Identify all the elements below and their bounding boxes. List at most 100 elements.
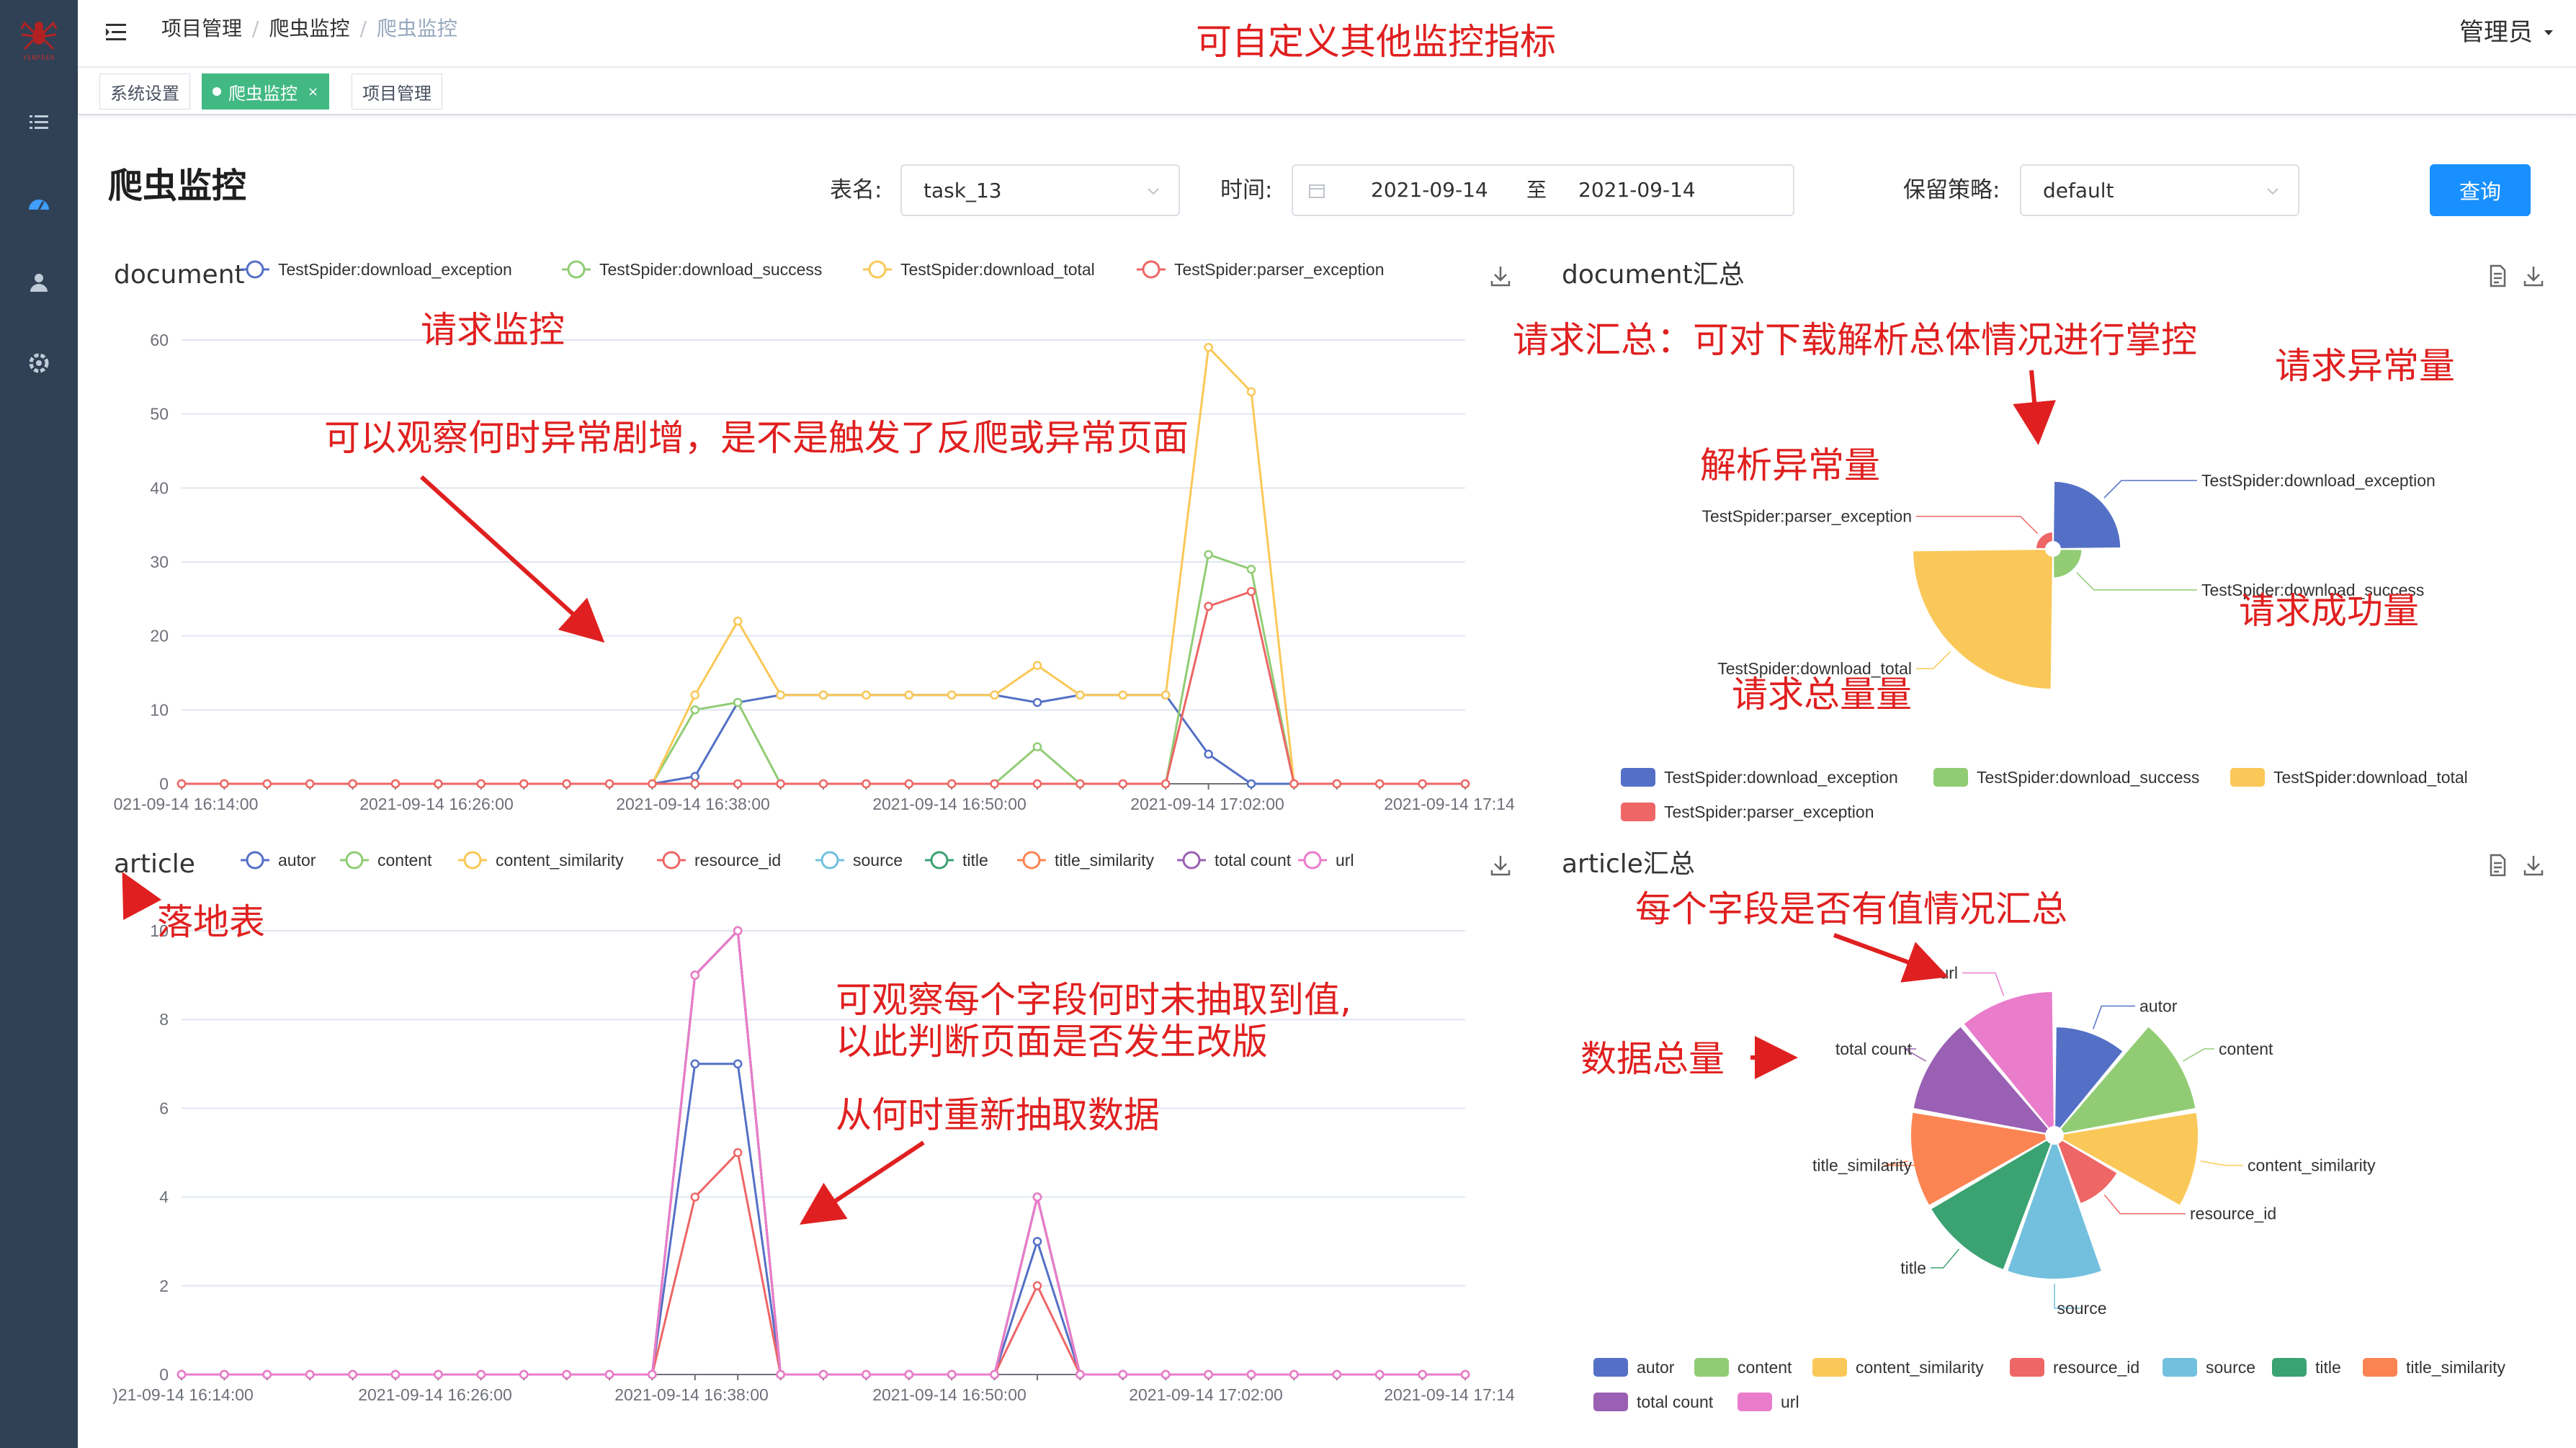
legend-item[interactable]: TestSpider:download_success	[1933, 768, 2199, 787]
legend-item[interactable]: autor	[241, 851, 316, 870]
tag-system-settings[interactable]: 系统设置	[99, 73, 190, 110]
data-point	[776, 779, 785, 789]
tag-crawler-monitor[interactable]: 爬虫监控 ×	[202, 73, 330, 110]
rose-slice[interactable]	[2059, 1025, 2197, 1135]
data-point	[1204, 1369, 1213, 1380]
legend-item[interactable]: source	[815, 851, 903, 870]
legend-item[interactable]: total count	[1177, 851, 1292, 870]
query-button[interactable]: 查询	[2430, 164, 2531, 216]
y-tick-label: 30	[150, 553, 169, 571]
rose-slice[interactable]	[1912, 548, 2054, 690]
data-point	[1160, 1369, 1171, 1380]
download-icon[interactable]	[1488, 853, 1513, 877]
close-icon[interactable]: ×	[308, 84, 319, 99]
legend-item[interactable]: total count	[1593, 1393, 1714, 1411]
rose-slice[interactable]	[2005, 1143, 2103, 1280]
rose-slice[interactable]	[2057, 1139, 2119, 1205]
legend-label: content	[377, 851, 432, 870]
data-point	[519, 1369, 529, 1380]
user-dropdown[interactable]: 管理员	[2459, 16, 2554, 49]
data-point	[519, 779, 529, 789]
time-label: 时间:	[1220, 177, 1273, 203]
download-icon[interactable]	[2521, 264, 2546, 288]
rose-slice[interactable]	[2034, 530, 2054, 550]
rose-slice[interactable]	[2052, 480, 2122, 550]
legend-item[interactable]: url	[1298, 851, 1354, 870]
legend-item[interactable]: TestSpider:parser_exception	[1621, 803, 1874, 821]
legend-label: total count	[1215, 851, 1292, 870]
label-leader	[1884, 1161, 1916, 1166]
tag-project-management[interactable]: 项目管理	[352, 73, 442, 110]
data-point	[1075, 779, 1085, 789]
date-range-picker[interactable]: 2021-09-14 至 2021-09-14	[1292, 164, 1794, 216]
table-name-label: 表名:	[830, 177, 882, 203]
rose-slice[interactable]	[1930, 1139, 2052, 1272]
legend-item[interactable]: TestSpider:download_success	[562, 260, 822, 279]
data-point	[733, 926, 743, 936]
legend-item[interactable]: resource_id	[2010, 1358, 2139, 1377]
rose-slice[interactable]	[2052, 548, 2083, 579]
breadcrumb-item[interactable]: 项目管理	[161, 17, 243, 40]
data-view-icon[interactable]	[2485, 853, 2510, 877]
dashboard-icon[interactable]	[17, 182, 61, 225]
rose-slice[interactable]	[2061, 1111, 2199, 1207]
rose-slice[interactable]	[1910, 1111, 2048, 1207]
date-end[interactable]: 2021-09-14	[1578, 178, 1696, 202]
legend-item[interactable]: TestSpider:parser_exception	[1137, 260, 1385, 279]
retention-policy-select[interactable]: default	[2020, 164, 2299, 216]
legend-item[interactable]: title_similarity	[1017, 851, 1155, 870]
x-tick-label: 2021-09-14 16:38:00	[614, 1385, 769, 1404]
legend-item[interactable]: TestSpider:download_total	[863, 260, 1095, 279]
legend-item[interactable]: autor	[1593, 1358, 1675, 1377]
data-point	[776, 1369, 785, 1380]
legend-item[interactable]: title_similarity	[2363, 1358, 2506, 1377]
breadcrumb-item[interactable]: 爬虫监控	[269, 17, 350, 40]
data-point	[476, 779, 486, 789]
series-line	[182, 1063, 1465, 1376]
legend-item[interactable]: source	[2163, 1358, 2255, 1377]
legend-item[interactable]: content_similarity	[458, 851, 624, 870]
rose-slice[interactable]	[2054, 1026, 2124, 1130]
legend-item[interactable]: url	[1738, 1393, 1799, 1411]
download-icon[interactable]	[2521, 853, 2546, 877]
annotation-anomaly-spike: 可以观察何时异常剧增，是不是触发了反爬或异常页面	[324, 417, 1189, 459]
data-point	[990, 1369, 999, 1380]
legend-item[interactable]: title	[925, 851, 988, 870]
legend-label: url	[1336, 851, 1354, 870]
data-point	[1032, 1236, 1042, 1246]
rose-slice[interactable]	[1912, 1025, 2050, 1135]
slice-label: title_similarity	[1812, 1156, 1913, 1175]
data-point	[1418, 1369, 1427, 1380]
legend-item[interactable]: content	[1694, 1358, 1792, 1377]
legend-item[interactable]: TestSpider:download_total	[2230, 768, 2468, 787]
legend-item[interactable]: title	[2272, 1358, 2341, 1377]
annotation-request-total: 请求总量量	[1732, 674, 1912, 715]
menu-list-icon[interactable]	[17, 101, 61, 144]
download-icon[interactable]	[1488, 264, 1513, 288]
user-icon[interactable]	[17, 261, 61, 304]
legend-item[interactable]: resource_id	[657, 851, 781, 870]
navbar: 项目管理 / 爬虫监控 / 爬虫监控 可自定义其他监控指标 管理员	[78, 0, 2576, 68]
legend-item[interactable]: TestSpider:download_exception	[241, 260, 512, 279]
date-separator: 至	[1526, 178, 1547, 202]
legend-item[interactable]: content_similarity	[1812, 1358, 1984, 1377]
legend-label: total count	[1637, 1393, 1714, 1411]
data-point	[818, 690, 828, 700]
date-start[interactable]: 2021-09-14	[1371, 178, 1488, 202]
annotation-request-monitor: 请求监控	[421, 309, 565, 351]
data-point	[990, 690, 999, 700]
data-point	[733, 616, 743, 626]
legend-label: autor	[278, 851, 316, 870]
legend-item[interactable]: content	[340, 851, 432, 870]
settings-icon[interactable]	[17, 341, 61, 385]
data-view-icon[interactable]	[2485, 264, 2510, 288]
data-point	[1204, 343, 1213, 352]
hamburger-icon[interactable]	[99, 16, 133, 49]
document-line-chart: 0 10 20 30 40 50 60 021-09-14 16:14:00 2021-09-1…	[114, 260, 1515, 813]
document-chart-title: document	[114, 260, 245, 290]
legend-item[interactable]: TestSpider:download_exception	[1621, 768, 1898, 787]
rose-slice[interactable]	[1962, 991, 2055, 1130]
logo[interactable]: YENPDER	[0, 0, 78, 78]
data-point	[220, 779, 229, 789]
table-name-select[interactable]: task_13	[900, 164, 1180, 216]
